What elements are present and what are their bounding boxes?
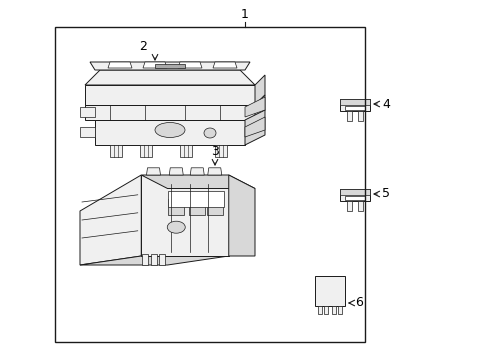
Polygon shape (140, 145, 152, 157)
Polygon shape (159, 254, 165, 265)
Polygon shape (80, 127, 95, 137)
Polygon shape (141, 175, 228, 256)
Polygon shape (345, 106, 364, 110)
Polygon shape (168, 198, 184, 215)
Polygon shape (339, 99, 369, 111)
Polygon shape (95, 120, 244, 145)
Polygon shape (80, 256, 228, 265)
Polygon shape (331, 306, 335, 314)
Polygon shape (345, 196, 364, 200)
Bar (55, 27, 364, 342)
Polygon shape (146, 168, 160, 175)
Polygon shape (244, 117, 264, 137)
Polygon shape (357, 201, 362, 211)
Polygon shape (337, 306, 341, 314)
Polygon shape (85, 105, 254, 120)
Ellipse shape (203, 128, 216, 138)
Polygon shape (190, 168, 204, 175)
Text: 3: 3 (211, 145, 219, 158)
Text: 4: 4 (381, 98, 389, 111)
Text: 1: 1 (241, 9, 248, 22)
Polygon shape (142, 62, 167, 68)
Polygon shape (150, 254, 156, 265)
Polygon shape (167, 191, 223, 207)
Polygon shape (339, 189, 369, 195)
Polygon shape (254, 95, 264, 120)
Polygon shape (206, 198, 223, 215)
Polygon shape (207, 168, 221, 175)
Text: 2: 2 (139, 40, 146, 53)
Polygon shape (80, 175, 141, 265)
Polygon shape (110, 145, 122, 157)
Text: 5: 5 (381, 188, 389, 201)
Polygon shape (254, 75, 264, 105)
Polygon shape (339, 99, 369, 105)
Polygon shape (314, 276, 345, 306)
Polygon shape (346, 201, 351, 211)
Polygon shape (317, 306, 321, 314)
Polygon shape (180, 145, 192, 157)
Polygon shape (339, 189, 369, 201)
Polygon shape (213, 62, 237, 68)
Polygon shape (228, 175, 254, 256)
Polygon shape (141, 175, 254, 189)
Polygon shape (178, 62, 202, 68)
Polygon shape (90, 62, 249, 70)
Polygon shape (357, 111, 362, 121)
Polygon shape (244, 110, 264, 145)
Polygon shape (215, 145, 226, 157)
Ellipse shape (155, 122, 184, 138)
Polygon shape (85, 85, 254, 105)
Text: 6: 6 (354, 297, 362, 310)
Polygon shape (85, 70, 254, 85)
Polygon shape (244, 97, 264, 117)
Polygon shape (324, 306, 327, 314)
Polygon shape (189, 198, 205, 215)
Polygon shape (142, 254, 147, 265)
Polygon shape (169, 168, 183, 175)
Polygon shape (155, 64, 184, 68)
Polygon shape (108, 62, 132, 68)
Polygon shape (80, 107, 95, 117)
Polygon shape (346, 111, 351, 121)
Ellipse shape (167, 221, 185, 233)
